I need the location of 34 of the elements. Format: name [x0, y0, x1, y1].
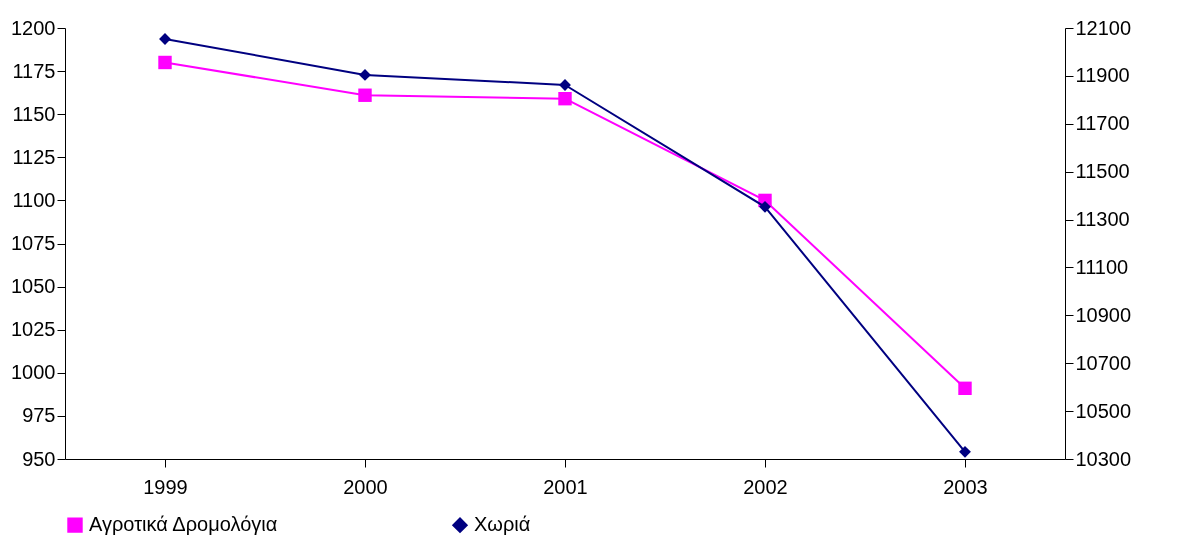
y2-tick-label: 10900: [1075, 303, 1132, 326]
y2-tick-label: 11100: [1075, 255, 1129, 278]
y2-tick-label: 11300: [1075, 208, 1130, 231]
y2-tick-label: 11500: [1075, 160, 1130, 183]
x-tick-label: 2002: [743, 475, 788, 498]
y-tick-label: 1000: [11, 361, 56, 384]
legend-label: Χωριά: [474, 513, 531, 536]
x-tick-label: 2003: [943, 475, 988, 498]
y-tick-label: 1150: [12, 102, 56, 125]
y-tick-label: 1175: [12, 59, 56, 82]
y-tick-label: 1100: [12, 188, 56, 211]
point: [158, 55, 172, 70]
y-tick-label: 1025: [11, 318, 56, 341]
y-tick-label: 1200: [11, 16, 56, 39]
y-tick-label: 1125: [12, 145, 56, 168]
y-tick-label: 1075: [11, 232, 56, 254]
point: [759, 200, 771, 213]
x-tick-label: 2000: [343, 475, 388, 498]
y-tick-label: 1050: [11, 275, 56, 298]
point: [959, 445, 971, 458]
x-tick-label: 1999: [143, 475, 188, 498]
y-tick-label: 975: [22, 404, 56, 427]
y-tick-label: 950: [22, 447, 56, 470]
point: [558, 91, 572, 106]
point: [358, 88, 372, 102]
y2-tick-label: 12100: [1075, 16, 1132, 39]
legend-label: Αγροτικά Δρομολόγια: [89, 513, 278, 536]
y2-tick-label: 11700: [1075, 112, 1130, 135]
point: [958, 381, 972, 396]
x-tick-label: 2001: [543, 475, 588, 498]
y2-tick-label: 11900: [1075, 64, 1130, 87]
y2-tick-label: 10700: [1075, 351, 1132, 374]
y2-tick-label: 10500: [1075, 399, 1132, 422]
y2-tick-label: 10300: [1075, 447, 1132, 470]
